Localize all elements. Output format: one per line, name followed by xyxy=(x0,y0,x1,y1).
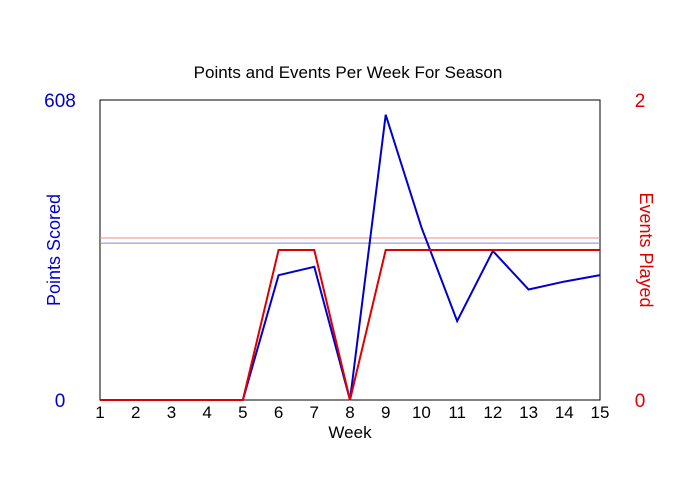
x-tick-label: 13 xyxy=(519,403,538,422)
x-tick-label: 14 xyxy=(555,403,574,422)
x-tick-label: 6 xyxy=(274,403,283,422)
x-tick-label: 3 xyxy=(167,403,176,422)
x-tick-label: 11 xyxy=(448,403,466,422)
left-axis-min-label: 0 xyxy=(55,391,66,412)
x-tick-label: 10 xyxy=(412,403,431,422)
x-tick-label: 7 xyxy=(310,403,319,422)
series-lines xyxy=(100,114,601,401)
left-axis-label: Points Scored xyxy=(44,194,64,306)
right-axis-label: Events Played xyxy=(636,192,656,307)
x-tick-label: 5 xyxy=(238,403,247,422)
right-axis-min-label: 0 xyxy=(635,391,646,412)
x-tick-label: 4 xyxy=(202,403,211,422)
right-axis-max-label: 2 xyxy=(635,91,646,112)
points-scored-line xyxy=(100,114,601,401)
left-axis-max-label: 608 xyxy=(44,91,76,112)
x-axis-tick-labels: 1 2 3 4 5 6 7 8 9 10 11 12 13 14 15 xyxy=(95,403,609,422)
x-tick-label: 12 xyxy=(483,403,502,422)
x-tick-label: 15 xyxy=(591,403,610,422)
reference-lines xyxy=(100,237,600,244)
events-played-line xyxy=(100,249,600,401)
x-tick-label: 1 xyxy=(95,403,104,422)
chart-title: Points and Events Per Week For Season xyxy=(194,63,503,82)
x-axis-label: Week xyxy=(328,423,372,442)
x-tick-label: 8 xyxy=(345,403,354,422)
x-tick-label: 9 xyxy=(381,403,390,422)
x-tick-label: 2 xyxy=(131,403,140,422)
